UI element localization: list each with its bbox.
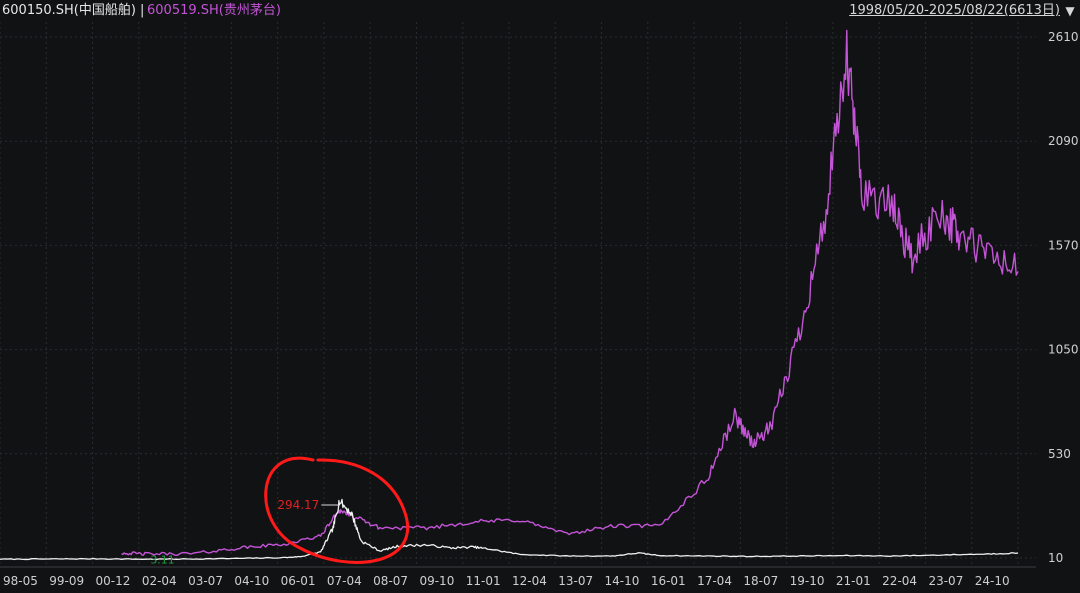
x-axis-tick-label: 13-07 — [558, 574, 593, 588]
legend-series-b: 600519.SH(贵州茅台) — [147, 3, 281, 18]
x-axis-tick-label: 12-04 — [512, 574, 547, 588]
date-range[interactable]: 1998/05/20-2025/08/22(6613日) — [849, 3, 1060, 18]
x-axis-tick-label: 21-01 — [836, 574, 871, 588]
x-axis-tick-label: 00-12 — [96, 574, 131, 588]
legend-series-a: 600150.SH(中国船舶) — [2, 3, 136, 18]
y-axis-tick-label: 1570 — [1048, 238, 1079, 252]
date-range-dropdown[interactable]: ▼ — [1062, 0, 1078, 22]
x-axis-tick-label: 22-04 — [882, 574, 917, 588]
x-axis-tick-label: 16-01 — [651, 574, 686, 588]
chart-header: 600150.SH(中国船舶) | 600519.SH(贵州茅台) 1998/0… — [0, 0, 1080, 22]
x-axis-tick-label: 19-10 — [790, 574, 825, 588]
legend-separator: | — [140, 3, 145, 18]
series-line-600519 — [121, 29, 1019, 556]
x-axis-tick-label: 08-07 — [373, 574, 408, 588]
x-axis-tick-label: 24-10 — [975, 574, 1010, 588]
chart-background — [0, 22, 1080, 593]
x-axis-tick-label: 14-10 — [605, 574, 640, 588]
x-axis-tick-label: 98-05 — [3, 574, 38, 588]
x-axis-tick-label: 02-04 — [142, 574, 177, 588]
x-axis-tick-label: 03-07 — [188, 574, 223, 588]
series-line-600150 — [0, 498, 1019, 561]
y-axis-tick-label: 10 — [1048, 551, 1063, 565]
x-axis-tick-label: 23-07 — [928, 574, 963, 588]
x-axis-tick-label: 18-07 — [743, 574, 778, 588]
y-axis-tick-label: 530 — [1048, 447, 1071, 461]
x-axis-tick-label: 99-09 — [49, 574, 84, 588]
x-axis-tick-label: 04-10 — [234, 574, 269, 588]
y-axis-tick-label: 2610 — [1048, 30, 1079, 44]
peak-annotation-label: 294.17 — [277, 498, 319, 512]
triangle-down-icon: ▼ — [1065, 4, 1075, 18]
x-axis-tick-label: 11-01 — [466, 574, 501, 588]
highlight-circle — [264, 456, 409, 564]
y-axis-tick-label: 2090 — [1048, 134, 1079, 148]
x-axis-tick-label: 06-01 — [281, 574, 316, 588]
y-axis-tick-label: 1050 — [1048, 343, 1079, 357]
x-axis-tick-label: 09-10 — [419, 574, 454, 588]
x-axis-tick-label: 07-04 — [327, 574, 362, 588]
x-axis-tick-label: 17-04 — [697, 574, 732, 588]
low-annotation-label: 3.11 — [150, 553, 175, 566]
